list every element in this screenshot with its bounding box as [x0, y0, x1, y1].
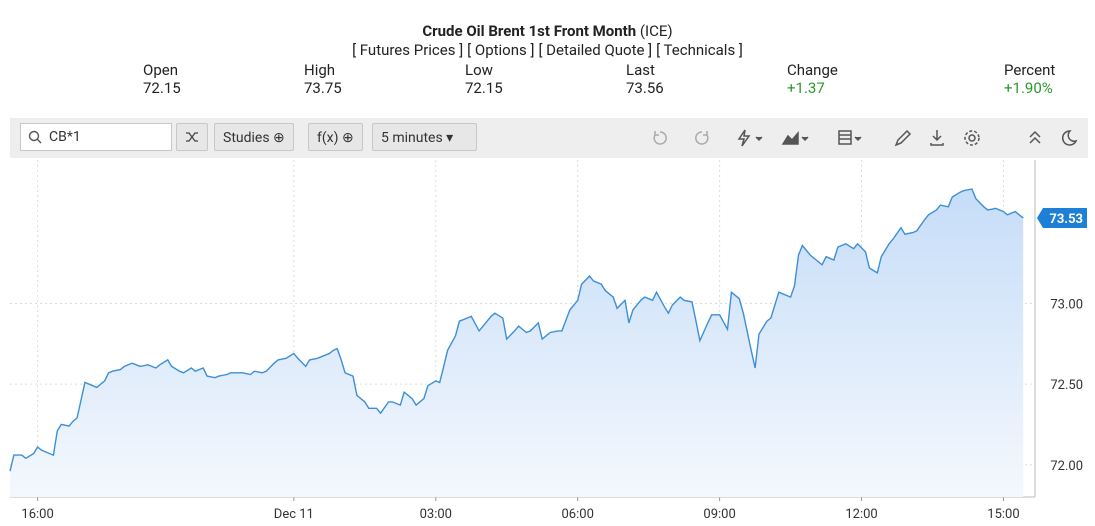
x-tick-label: 16:00: [21, 507, 53, 522]
collapse-icon[interactable]: [1029, 130, 1041, 144]
fx-button[interactable]: f(x) ⊕: [308, 123, 363, 151]
shuffle-icon: [186, 132, 198, 142]
search-icon: [28, 130, 42, 144]
button-label: Studies: [223, 130, 270, 146]
theme-icon[interactable]: [1061, 130, 1078, 146]
link[interactable]: [ Detailed Quote ]: [538, 41, 653, 59]
toolbar-icons: [653, 129, 1078, 147]
y-tick-label: 72.50: [1050, 378, 1083, 393]
links: [ Futures Prices ][ Options ][ Detailed …: [0, 41, 1095, 59]
download-icon[interactable]: [930, 130, 944, 146]
quote-value: 72.15: [143, 79, 181, 97]
link[interactable]: [ Futures Prices ]: [352, 41, 464, 59]
caret: [854, 136, 862, 142]
quote-value: +1.37: [787, 79, 825, 97]
settings-icon[interactable]: [968, 134, 976, 142]
flash-icon[interactable]: [737, 129, 751, 147]
undo-icon[interactable]: [653, 131, 667, 145]
price-line: [9, 188, 1024, 472]
quote-label: Percent: [1004, 61, 1056, 79]
quote-value: 73.75: [304, 79, 342, 97]
symbol-input[interactable]: CB*1: [20, 123, 172, 151]
y-tick-label: 72.00: [1050, 459, 1083, 474]
button-label: f(x): [317, 130, 339, 146]
exchange: (ICE): [639, 22, 673, 40]
caret: [755, 136, 763, 142]
quote-label: High: [304, 61, 336, 79]
x-tick-label: Dec 11: [274, 507, 314, 522]
chart-type-icon[interactable]: [781, 130, 799, 145]
x-tick-label: 12:00: [845, 507, 877, 522]
tag-shape: [1037, 208, 1087, 229]
button-label: 5 minutes: [381, 130, 443, 146]
layout-icon[interactable]: [838, 130, 852, 145]
x-tick-label: 06:00: [562, 507, 594, 522]
draw-icon[interactable]: [894, 129, 912, 147]
title: Crude Oil Brent 1st Front Month: [422, 22, 637, 40]
x-tick-label: 15:00: [987, 507, 1019, 522]
quote-value: 72.15: [465, 79, 503, 97]
quote-label: Low: [465, 61, 493, 79]
interval-button[interactable]: 5 minutes ▾: [372, 123, 477, 151]
compare-button[interactable]: [176, 123, 208, 151]
quote-value: 73.56: [626, 79, 664, 97]
studies-button[interactable]: Studies ⊕: [214, 123, 294, 151]
y-tick-label: 73.00: [1050, 298, 1083, 313]
quote-label: Change: [787, 61, 838, 79]
quote-label: Last: [626, 61, 655, 79]
link[interactable]: [ Options ]: [467, 41, 535, 59]
link[interactable]: [ Technicals ]: [656, 41, 743, 59]
last-value-label: 73.53: [1049, 212, 1083, 227]
last-value-tag: 73.53: [1037, 208, 1087, 229]
quote-label: Open: [143, 61, 178, 79]
x-tick-label: 09:00: [703, 507, 735, 522]
toolbar: CB*1 Studies ⊕ f(x) ⊕ 5 minutes ▾: [10, 118, 1088, 158]
caret: [801, 136, 809, 142]
quote-value: +1.90%: [1004, 79, 1053, 97]
x-tick-label: 03:00: [420, 507, 452, 522]
redo-icon[interactable]: [695, 131, 709, 145]
area: [10, 189, 1024, 497]
title-line: Crude Oil Brent 1st Front Month (ICE): [0, 22, 1095, 40]
